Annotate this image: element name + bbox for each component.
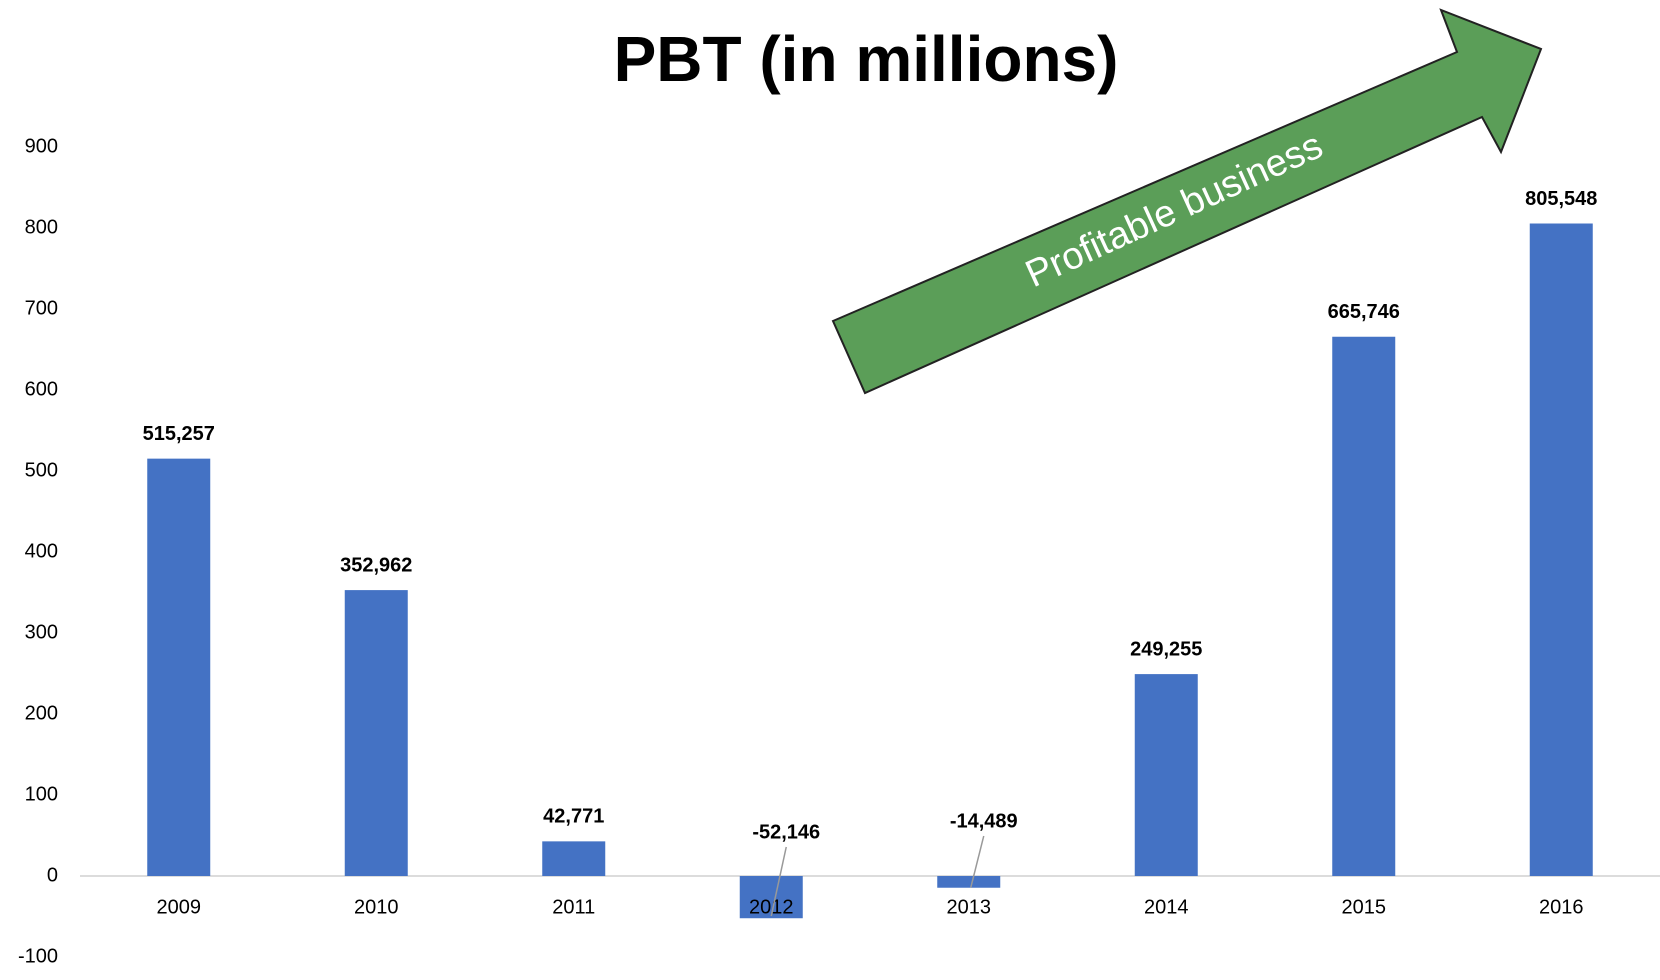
value-label: 665,746 <box>1328 301 1400 323</box>
bar <box>739 876 803 919</box>
bar <box>1332 336 1396 876</box>
x-tick-label: 2015 <box>1342 896 1387 918</box>
x-tick-label: 2014 <box>1144 896 1189 918</box>
x-tick-label: 2012 <box>749 896 794 918</box>
x-tick-label: 2016 <box>1539 896 1584 918</box>
y-tick-label: 0 <box>47 864 58 886</box>
bar <box>344 590 408 876</box>
bar <box>147 458 211 876</box>
y-tick-label: 300 <box>25 621 58 643</box>
x-tick-label: 2013 <box>947 896 992 918</box>
x-tick-label: 2010 <box>354 896 399 918</box>
bar <box>1134 674 1198 876</box>
y-tick-label: 700 <box>25 297 58 319</box>
value-label: 805,548 <box>1525 188 1597 210</box>
y-tick-label: 100 <box>25 783 58 805</box>
annotation: Profitable business <box>1019 125 1329 296</box>
y-tick-label: 900 <box>25 135 58 157</box>
chart-title: PBT (in millions) <box>614 23 1119 95</box>
y-tick-label: 200 <box>25 702 58 724</box>
value-label: 515,257 <box>143 423 215 445</box>
value-label: -14,489 <box>950 810 1018 832</box>
value-label: 352,962 <box>340 554 412 576</box>
y-tick-label: 400 <box>25 540 58 562</box>
value-label: 42,771 <box>543 806 604 828</box>
bar <box>1529 223 1593 877</box>
leader-line <box>770 846 787 917</box>
y-tick-label: 800 <box>25 216 58 238</box>
x-tick-label: 2009 <box>157 896 202 918</box>
bar <box>937 876 1001 888</box>
value-label: 249,255 <box>1130 638 1202 660</box>
value-label: -52,146 <box>752 821 820 843</box>
y-tick-label: 500 <box>25 459 58 481</box>
leader-line <box>970 835 985 888</box>
y-tick-label: 600 <box>25 378 58 400</box>
bar <box>542 841 606 876</box>
x-tick-label: 2011 <box>552 896 595 918</box>
arrow-shape <box>831 8 1543 395</box>
y-tick-label: -100 <box>18 945 58 967</box>
